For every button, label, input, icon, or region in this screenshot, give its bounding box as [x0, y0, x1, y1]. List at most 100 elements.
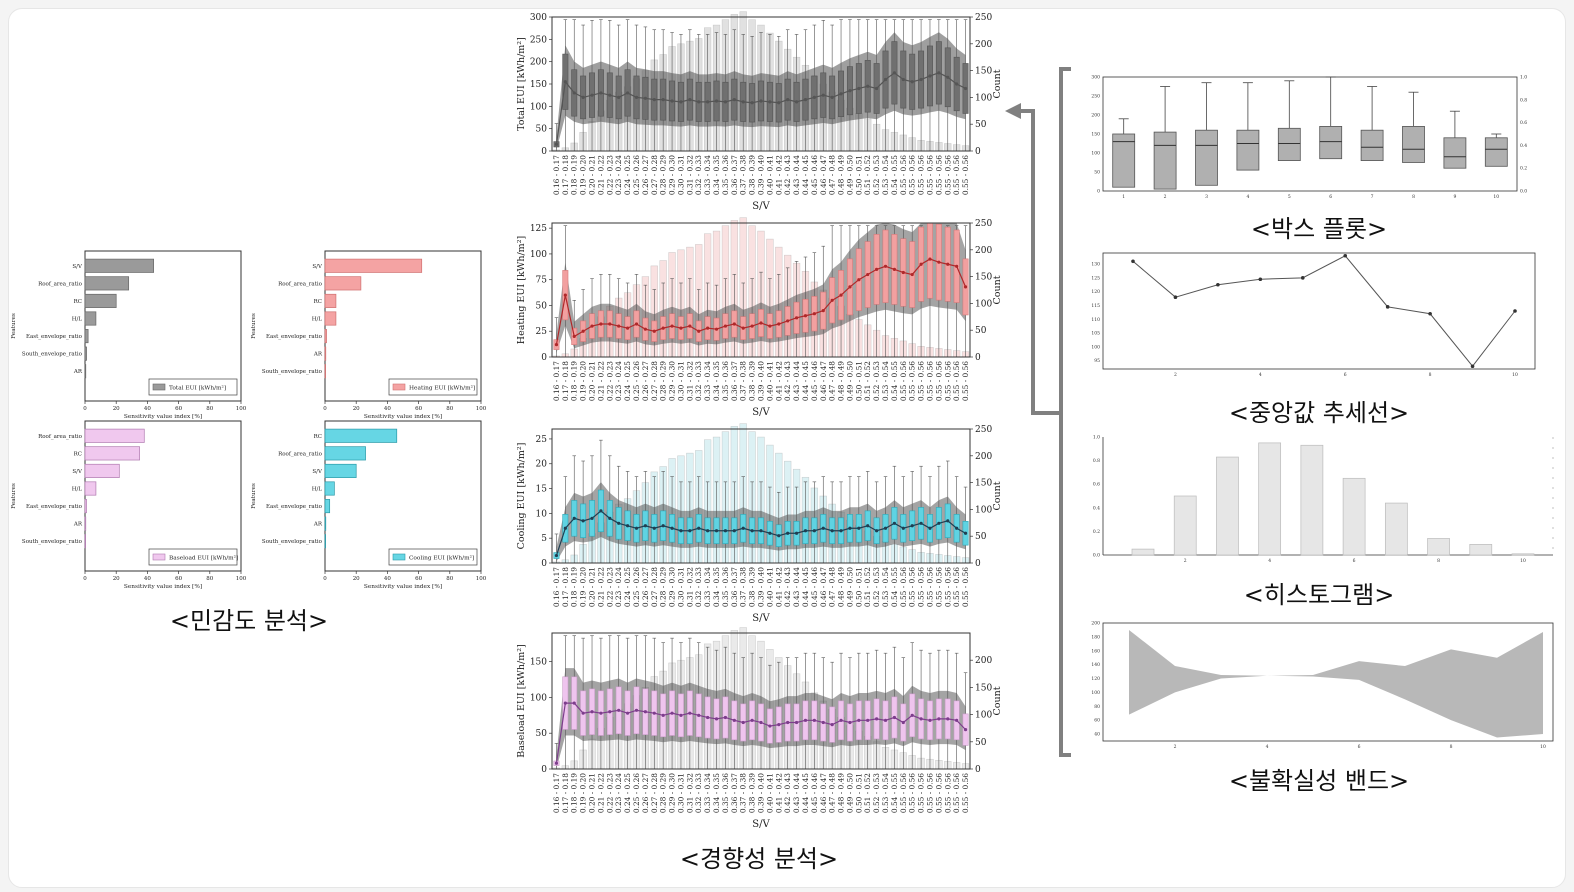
y-tick-label: 120	[1091, 289, 1100, 295]
median-point-19	[723, 715, 728, 720]
x-tick-label: 0.55 - 0.56	[961, 361, 970, 401]
bar-5	[84, 516, 87, 531]
median-point-35	[866, 718, 870, 722]
x-tick-label: 0.28 - 0.29	[659, 155, 668, 195]
y-tick-label: 200	[1091, 113, 1100, 119]
y-tick-label: 0.6	[1093, 482, 1100, 488]
bar-2	[84, 463, 120, 478]
median-point-42	[928, 526, 932, 530]
median-point-43	[937, 521, 941, 525]
median-trend-point-2	[1216, 282, 1220, 287]
median-point-15	[688, 711, 692, 715]
caption-trend: <경향성 분석>	[679, 845, 839, 873]
x-tick-label: 0.45 - 0.46	[810, 155, 819, 195]
x-tick-label: 0.55 - 0.56	[899, 773, 908, 813]
median-point-17	[706, 100, 710, 104]
legend-label: Heating EUI [kWh/m²]	[409, 385, 475, 392]
x-tick-label: 0.53 - 0.54	[881, 567, 890, 607]
bar-4	[84, 499, 87, 514]
x-tick-label: 0.49 - 0.50	[845, 155, 854, 195]
median-point-46	[963, 531, 968, 535]
median-point-6	[608, 516, 612, 520]
median-point-9	[634, 708, 639, 712]
x-tick-label: 0.47 - 0.48	[828, 155, 837, 195]
y-right-tick-label: 200	[975, 40, 992, 50]
median-point-36	[875, 86, 879, 91]
x-tick-label: 2	[1184, 558, 1187, 564]
y-tick-label: 60	[1094, 718, 1100, 724]
x-tick-label: 6	[1344, 372, 1347, 378]
y-axis-label: Features	[11, 313, 17, 339]
x-tick-label: 0.40 - 0.41	[765, 567, 774, 607]
x-tick-label: 40	[144, 406, 151, 412]
box-1	[1153, 131, 1177, 190]
x-tick-label: 0.53 - 0.54	[881, 773, 890, 813]
y-right-tick-label: 50	[975, 738, 987, 748]
x-tick-label: 0.55 - 0.56	[925, 773, 934, 813]
x-tick-label: 0.33 - 0.34	[703, 567, 712, 607]
x-tick-label: 8	[1450, 744, 1453, 750]
category-label: S/V	[72, 264, 83, 270]
x-tick-label: 0.55 - 0.56	[925, 361, 934, 401]
x-tick-label: 0.29 - 0.30	[668, 567, 677, 607]
x-tick-label: 0.46 - 0.47	[819, 773, 828, 813]
x-tick-label: 0.36 - 0.37	[730, 567, 739, 607]
x-tick-label: 0.37 - 0.38	[739, 567, 748, 607]
x-tick-label: 0.54 - 0.55	[890, 773, 899, 813]
median-point-12	[661, 713, 665, 717]
median-point-5	[599, 322, 603, 326]
median-point-26	[786, 720, 790, 725]
x-tick-label: 0.55 - 0.56	[908, 773, 917, 813]
x-tick-label: 8	[1429, 372, 1432, 378]
x-tick-label: 0.43 - 0.44	[792, 155, 801, 195]
y-tick-label: 10	[536, 509, 548, 519]
median-point-46	[963, 86, 968, 91]
legend-label: Cooling EUI [kWh/m²]	[409, 555, 474, 562]
legend-box	[148, 548, 238, 566]
legend-box	[388, 378, 478, 396]
x-tick-label: 0.55 - 0.56	[925, 155, 934, 195]
x-tick-label: 0.50 - 0.51	[854, 155, 863, 195]
median-trend-point-0	[1131, 259, 1135, 264]
legend-box	[148, 378, 238, 396]
median-point-24	[768, 724, 772, 728]
x-tick-label: 0.17 - 0.18	[561, 361, 570, 401]
x-tick-label: 0.55 - 0.56	[943, 155, 952, 195]
x-tick-label: 0.26 - 0.27	[641, 361, 650, 401]
y-tick-label: 100	[530, 102, 547, 112]
median-point-6	[608, 322, 612, 326]
median-point-31	[830, 529, 834, 533]
median-point-6	[608, 710, 612, 714]
x-tick-label: 80	[206, 406, 213, 412]
median-point-32	[839, 529, 843, 533]
median-point-41	[919, 262, 923, 266]
x-tick-label: 0.28 - 0.29	[659, 567, 668, 607]
x-tick-label: 0.51 - 0.52	[863, 567, 872, 607]
median-point-28	[803, 529, 808, 533]
x-tick-label: 20	[113, 406, 120, 412]
x-tick-label: 0.39 - 0.40	[757, 567, 766, 607]
bar-0	[324, 258, 423, 273]
median-point-40	[910, 524, 914, 528]
trend-baseload-panel: 0 50 100 150 0 50 100 150 200 0.16 - 0.17 0.17 - 0…	[516, 627, 1003, 830]
median-point-32	[839, 293, 843, 297]
y-right-tick-label: 150	[975, 479, 992, 489]
x-tick-label: 0.49 - 0.50	[845, 361, 854, 401]
x-tick-label: 20	[353, 406, 360, 412]
x-tick-label: 100	[476, 406, 487, 412]
median-point-30	[821, 309, 825, 313]
x-tick-label: 0.27 - 0.28	[650, 155, 659, 195]
median-point-2	[572, 701, 576, 705]
y-tick-label: 0	[1097, 189, 1100, 195]
bar-4	[324, 499, 331, 514]
median-point-35	[866, 84, 870, 88]
x-tick-label: 10	[1520, 558, 1526, 564]
category-label: South_envelope_ratio	[22, 539, 83, 545]
bar-3	[84, 481, 97, 496]
x-tick-label: 0.22 - 0.23	[605, 773, 614, 813]
hist-bar-5	[1342, 477, 1366, 556]
box-9	[1484, 137, 1508, 167]
category-label: H/L	[72, 317, 83, 323]
x-tick-label: 0.21 - 0.22	[596, 361, 605, 401]
median-point-0	[554, 761, 559, 765]
